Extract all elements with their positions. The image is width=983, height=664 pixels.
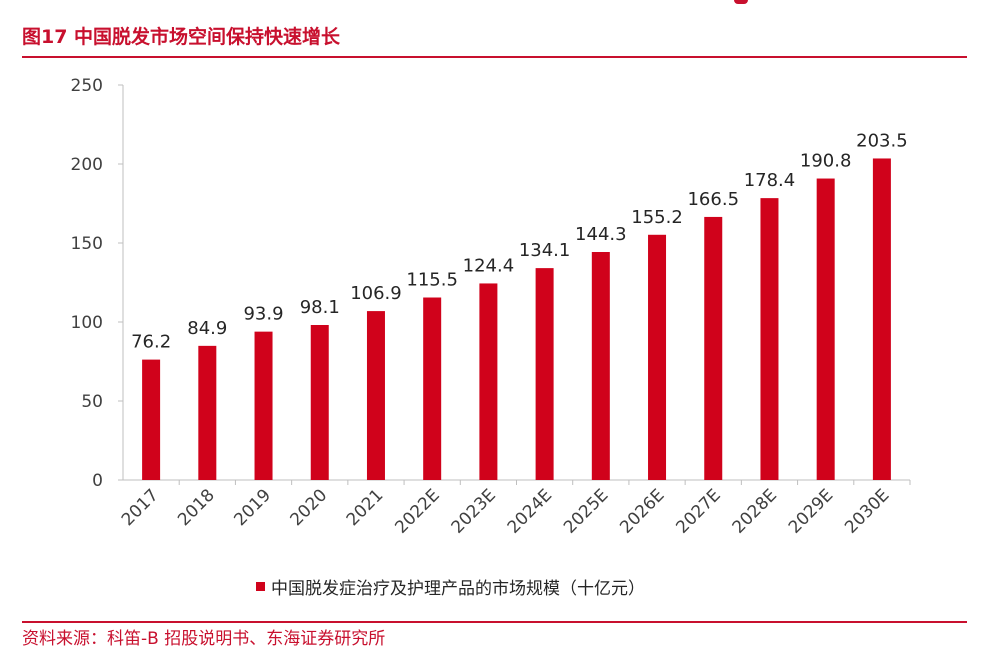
bar-value-label: 84.9 bbox=[187, 318, 227, 339]
x-tick-label: 2029E bbox=[785, 485, 837, 537]
bar bbox=[648, 234, 667, 480]
bar-value-label: 124.4 bbox=[463, 255, 515, 276]
y-tick-label: 50 bbox=[81, 392, 103, 412]
bar-value-label: 106.9 bbox=[350, 283, 402, 304]
x-tick-label: 2028E bbox=[729, 485, 781, 537]
y-tick-label: 0 bbox=[92, 471, 103, 491]
x-tick-label: 2019 bbox=[230, 485, 275, 530]
bar bbox=[872, 158, 891, 480]
bar-value-label: 76.2 bbox=[131, 332, 171, 353]
bar-value-label: 144.3 bbox=[575, 224, 627, 245]
bar bbox=[423, 297, 442, 480]
x-tick-label: 2030E bbox=[841, 485, 893, 537]
bar-value-label: 115.5 bbox=[406, 270, 458, 291]
bar bbox=[142, 359, 161, 480]
x-tick-label: 2021 bbox=[343, 485, 388, 530]
bar-value-label: 166.5 bbox=[687, 189, 739, 210]
x-tick-label: 2022E bbox=[391, 485, 443, 537]
x-tick-label: 2025E bbox=[560, 485, 612, 537]
source-rule bbox=[22, 621, 967, 623]
bar bbox=[479, 283, 498, 480]
bar-value-label: 93.9 bbox=[243, 304, 283, 325]
bar-value-label: 190.8 bbox=[800, 151, 852, 172]
x-tick-label: 2024E bbox=[504, 485, 556, 537]
y-tick-label: 250 bbox=[71, 76, 103, 96]
bar-value-label: 134.1 bbox=[519, 240, 571, 261]
header-decoration bbox=[734, 0, 748, 4]
bar bbox=[535, 268, 554, 480]
bar bbox=[198, 345, 217, 480]
bar-value-label: 98.1 bbox=[300, 297, 340, 318]
bar-value-label: 178.4 bbox=[744, 170, 796, 191]
bar bbox=[760, 198, 779, 481]
x-tick-label: 2027E bbox=[672, 485, 724, 537]
bar-chart: 0 50 100 150 200 250 76.2 2017 84.9 2018 93.9 2019 9… bbox=[71, 76, 911, 538]
bar-value-label: 203.5 bbox=[856, 130, 908, 151]
chart-legend: 中国脱发症治疗及护理产品的市场规模（十亿元） bbox=[256, 574, 645, 599]
bar-value-label: 155.2 bbox=[631, 207, 683, 228]
x-tick-label: 2017 bbox=[118, 485, 163, 530]
bar bbox=[704, 216, 723, 480]
bar bbox=[816, 178, 835, 480]
legend-swatch bbox=[256, 582, 265, 591]
source-note: 资料来源：科笛-B 招股说明书、东海证券研究所 bbox=[22, 629, 386, 649]
x-tick-label: 2023E bbox=[448, 485, 500, 537]
y-tick-label: 100 bbox=[71, 313, 103, 333]
legend-label: 中国脱发症治疗及护理产品的市场规模（十亿元） bbox=[271, 579, 645, 599]
y-tick-label: 150 bbox=[71, 234, 103, 254]
bar bbox=[254, 331, 273, 480]
bar bbox=[591, 252, 610, 480]
x-tick-label: 2018 bbox=[174, 485, 219, 530]
title-rule bbox=[22, 56, 967, 58]
x-tick-label: 2026E bbox=[616, 485, 668, 537]
y-tick-label: 200 bbox=[71, 155, 103, 175]
bar bbox=[366, 311, 385, 480]
x-tick-label: 2020 bbox=[287, 485, 332, 530]
figure-title: 图17 中国脱发市场空间保持快速增长 bbox=[22, 26, 341, 48]
bar bbox=[310, 325, 329, 480]
